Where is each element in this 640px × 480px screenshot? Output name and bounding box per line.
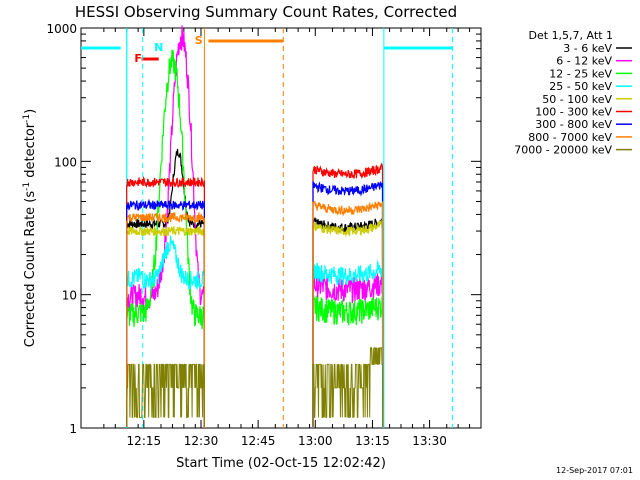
series-line-8: [312, 347, 384, 427]
y-tick-label: 1000: [46, 22, 77, 36]
series-line-4: [126, 225, 205, 427]
series-line-0: [126, 148, 205, 427]
series-line-3: [312, 259, 384, 427]
y-tick-label: 100: [54, 155, 77, 169]
annotation-s: S: [195, 34, 203, 47]
legend-label: 25 - 50 keV: [549, 80, 612, 93]
legend-header: Det 1,5,7, Att 1: [529, 29, 613, 42]
x-tick-label: 12:45: [241, 434, 276, 448]
legend-label: 12 - 25 keV: [549, 67, 612, 80]
x-tick-label: 13:15: [355, 434, 390, 448]
annotation-f: F: [134, 52, 142, 65]
series-line-1: [126, 25, 205, 427]
series-line-8: [126, 363, 205, 427]
series-line-4: [312, 219, 384, 427]
legend-label: 7000 - 20000 keV: [514, 144, 612, 157]
legend-label: 100 - 300 keV: [535, 106, 612, 119]
x-axis-label: Start Time (02-Oct-15 12:02:42): [176, 456, 386, 471]
series-line-7: [312, 200, 384, 427]
y-axis-label: Corrected Count Rate (s-1 detector-1): [22, 109, 38, 347]
series-line-1: [312, 273, 384, 427]
chart-title: HESSI Observing Summary Count Rates, Cor…: [75, 3, 457, 21]
series-line-6: [312, 180, 384, 427]
x-tick-label: 12:30: [184, 434, 219, 448]
generated-timestamp: 12-Sep-2017 07:01: [556, 466, 633, 475]
series-line-5: [312, 162, 384, 427]
series-line-2: [312, 295, 384, 427]
y-tick-label: 1: [69, 422, 77, 436]
x-tick-label: 13:30: [412, 434, 447, 448]
y-tick-label: 10: [62, 289, 77, 303]
x-tick-label: 12:15: [127, 434, 162, 448]
annotation-n: N: [154, 41, 163, 54]
legend-label: 300 - 800 keV: [535, 118, 612, 131]
annotation-labels: FN S: [134, 34, 202, 65]
series-line-2: [126, 49, 205, 427]
series-line-7: [126, 211, 205, 427]
legend-label: 50 - 100 keV: [542, 93, 612, 106]
axis-ticks: 12:15 12:30 12:45 13:00 13:15 13:30 1 10 100 1000: [46, 22, 482, 448]
x-tick-label: 13:00: [298, 434, 333, 448]
legend-label: 6 - 12 keV: [556, 55, 612, 68]
series-line-6: [126, 198, 205, 427]
legend-label: 3 - 6 keV: [563, 42, 612, 55]
series-line-5: [126, 175, 205, 427]
series-lines: [126, 25, 384, 427]
legend-label: 800 - 7000 keV: [528, 131, 612, 144]
series-line-3: [126, 235, 205, 427]
plot-frame: [80, 27, 482, 429]
